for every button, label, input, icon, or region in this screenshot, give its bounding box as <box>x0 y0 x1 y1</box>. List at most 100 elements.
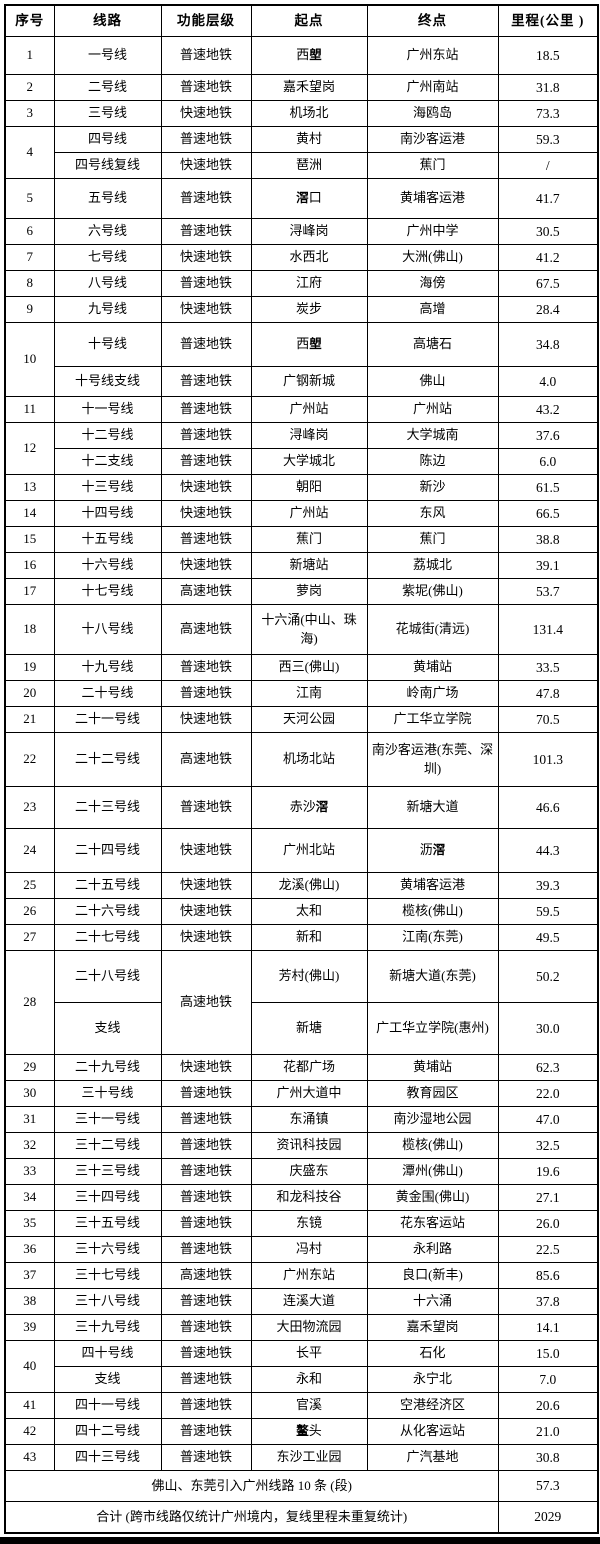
cell-line-name: 二十四号线 <box>53 828 162 873</box>
cell-terminal-station: 蕉门 <box>366 152 499 179</box>
cell-start-station: 炭步 <box>250 296 368 323</box>
table-row: 32 三十二号线 普速地铁 资讯科技园 榄核(佛山) 32.5 <box>4 1132 599 1159</box>
metro-lines-table: 序号 线路 功能层级 起点 终点 里程(公里 ) 1 一号线 普速地铁 西塱 广州东站 18.5 2 二… <box>4 4 599 1534</box>
cell-function-level: 普速地铁 <box>160 74 252 101</box>
cell-start-station: 和龙科技谷 <box>250 1184 368 1211</box>
cell-start-station: 天河公园 <box>250 706 368 733</box>
cell-line-name: 十号线支线 <box>53 366 162 397</box>
cell-line-name: 二十九号线 <box>53 1054 162 1081</box>
cell-function-level: 快速地铁 <box>160 1054 252 1081</box>
cell-line-name: 四十号线 <box>53 1340 162 1367</box>
cell-line-name: 十九号线 <box>53 654 162 681</box>
cell-function-level: 快速地铁 <box>160 706 252 733</box>
cell-line-name: 二十三号线 <box>53 786 162 829</box>
cell-terminal-station: 永宁北 <box>366 1366 499 1393</box>
cell-line-name: 二号线 <box>53 74 162 101</box>
column-header: 功能层级 <box>160 4 252 37</box>
cell-function-level: 普速地铁 <box>160 1106 252 1133</box>
cell-line-name: 十六号线 <box>53 552 162 579</box>
cell-line-name: 三十五号线 <box>53 1210 162 1237</box>
cell-mileage: 43.2 <box>497 396 599 423</box>
summary-label: 合计 (跨市线路仅统计广州境内，复线里程未重复统计) <box>4 1501 499 1534</box>
cell-line-name: 十二支线 <box>53 448 162 475</box>
table-row: 14 十四号线 快速地铁 广州站 东风 66.5 <box>4 500 599 527</box>
cell-line-number: 26 <box>4 898 55 925</box>
cell-mileage: 73.3 <box>497 100 599 127</box>
cell-terminal-station: 石化 <box>366 1340 499 1367</box>
cell-line-name: 三十九号线 <box>53 1314 162 1341</box>
table-row: 31 三十一号线 普速地铁 东涌镇 南沙湿地公园 47.0 <box>4 1106 599 1133</box>
table-row: 10 十号线 普速地铁 西塱 高塘石 34.8 <box>4 322 599 397</box>
rare-char-glyph: 滘 <box>432 842 446 858</box>
table-row: 24 二十四号线 快速地铁 广州北站 沥滘 44.3 <box>4 828 599 873</box>
cell-line-number: 30 <box>4 1080 55 1107</box>
cell-start-station: 西塱 <box>250 36 368 75</box>
cell-mileage: 70.5 <box>497 706 599 733</box>
cell-terminal-station: 广州中学 <box>366 218 499 245</box>
table-row: 16 十六号线 快速地铁 新塘站 荔城北 39.1 <box>4 552 599 579</box>
cell-line-number: 40 <box>4 1340 55 1393</box>
cell-line-number: 36 <box>4 1236 55 1263</box>
cell-mileage: 34.8 <box>497 322 599 367</box>
cell-start-station: 龙溪(佛山) <box>250 872 368 899</box>
cell-function-level: 普速地铁 <box>160 1340 252 1367</box>
cell-start-station: 水西北 <box>250 244 368 271</box>
cell-mileage: 18.5 <box>497 36 599 75</box>
cell-mileage: 15.0 <box>497 1340 599 1367</box>
cell-line-name: 二十五号线 <box>53 872 162 899</box>
table-row: 35 三十五号线 普速地铁 东镜 花东客运站 26.0 <box>4 1210 599 1237</box>
cell-line-number: 24 <box>4 828 55 873</box>
table-row: 43 四十三号线 普速地铁 东沙工业园 广汽基地 30.8 <box>4 1444 599 1471</box>
table-row: 1 一号线 普速地铁 西塱 广州东站 18.5 <box>4 36 599 75</box>
cell-line-name: 四号线 <box>53 126 162 153</box>
cell-function-level: 快速地铁 <box>160 828 252 873</box>
cell-mileage: 62.3 <box>497 1054 599 1081</box>
cell-line-name: 二十二号线 <box>53 732 162 787</box>
cell-function-level: 普速地铁 <box>160 680 252 707</box>
cell-line-name: 一号线 <box>53 36 162 75</box>
cell-line-name: 十八号线 <box>53 604 162 655</box>
cell-line-number: 39 <box>4 1314 55 1341</box>
cell-line-number: 33 <box>4 1158 55 1185</box>
cell-terminal-station: 蕉门 <box>366 526 499 553</box>
cell-start-station: 广州大道中 <box>250 1080 368 1107</box>
cell-start-station: 新塘站 <box>250 552 368 579</box>
cell-terminal-station: 南沙湿地公园 <box>366 1106 499 1133</box>
cell-start-station: 西三(佛山) <box>250 654 368 681</box>
cell-terminal-station: 岭南广场 <box>366 680 499 707</box>
cell-function-level: 普速地铁 <box>160 1418 252 1445</box>
cell-start-station: 大田物流园 <box>250 1314 368 1341</box>
summary-row-imported-lines: 佛山、东莞引入广州线路 10 条 (段) 57.3 <box>4 1470 599 1502</box>
cell-function-level: 快速地铁 <box>160 100 252 127</box>
cell-terminal-station: 黄埔客运港 <box>366 178 499 219</box>
table-row: 30 三十号线 普速地铁 广州大道中 教育园区 22.0 <box>4 1080 599 1107</box>
cell-start-station: 广州站 <box>250 500 368 527</box>
cell-function-level: 普速地铁 <box>160 1366 252 1393</box>
table-row: 18 十八号线 高速地铁 十六涌(中山、珠海) 花城街(清远) 131.4 <box>4 604 599 655</box>
table-row: 13 十三号线 快速地铁 朝阳 新沙 61.5 <box>4 474 599 501</box>
cell-mileage: 30.8 <box>497 1444 599 1471</box>
cell-function-level: 快速地铁 <box>160 474 252 501</box>
cell-line-name: 六号线 <box>53 218 162 245</box>
cell-function-level: 普速地铁 <box>160 1080 252 1107</box>
table-row: 21 二十一号线 快速地铁 天河公园 广工华立学院 70.5 <box>4 706 599 733</box>
column-header: 终点 <box>366 4 499 37</box>
cell-line-name: 二十六号线 <box>53 898 162 925</box>
table-row: 3 三号线 快速地铁 机场北 海鸥岛 73.3 <box>4 100 599 127</box>
cell-mileage: 38.8 <box>497 526 599 553</box>
column-header: 里程(公里 ) <box>497 4 599 37</box>
table-row: 2 二号线 普速地铁 嘉禾望岗 广州南站 31.8 <box>4 74 599 101</box>
table-row: 23 二十三号线 普速地铁 赤沙滘 新塘大道 46.6 <box>4 786 599 829</box>
cell-start-station: 萝岗 <box>250 578 368 605</box>
table-row: 26 二十六号线 快速地铁 太和 榄核(佛山) 59.5 <box>4 898 599 925</box>
table-row: 8 八号线 普速地铁 江府 海傍 67.5 <box>4 270 599 297</box>
table-row: 12 十二号线 普速地铁 浔峰岗 大学城南 37.6 <box>4 422 599 475</box>
cell-line-name: 四十三号线 <box>53 1444 162 1471</box>
cell-line-number: 28 <box>4 950 55 1055</box>
header-row: 序号 线路 功能层级 起点 终点 里程(公里 ) <box>4 4 599 37</box>
rare-char-glyph: 塱 <box>309 336 322 352</box>
cell-line-number: 11 <box>4 396 55 423</box>
table-row: 15 十五号线 普速地铁 蕉门 蕉门 38.8 <box>4 526 599 553</box>
cell-mileage: 20.6 <box>497 1392 599 1419</box>
table-row: 支线 普速地铁 永和 永宁北 7.0 <box>5 1366 599 1393</box>
